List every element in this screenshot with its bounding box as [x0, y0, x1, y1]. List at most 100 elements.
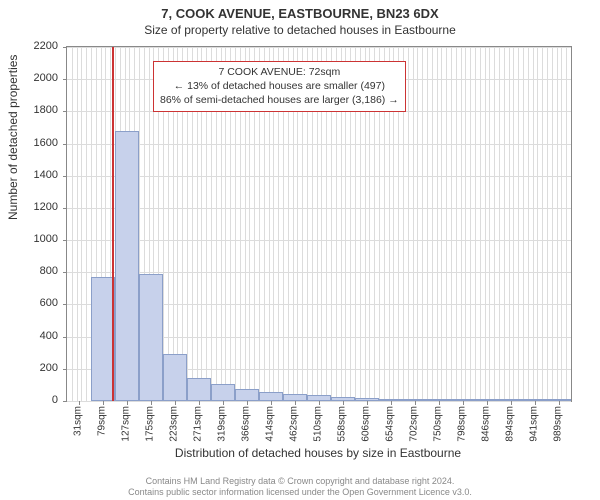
x-grid-line — [461, 47, 462, 401]
y-tick-label: 400 — [0, 330, 58, 342]
x-tick-label: 894sqm — [505, 406, 516, 442]
y-tick-mark — [63, 272, 67, 273]
y-tick-mark — [63, 337, 67, 338]
attribution-footer: Contains HM Land Registry data © Crown c… — [0, 476, 600, 498]
x-grid-line — [475, 47, 476, 401]
x-grid-line — [432, 47, 433, 401]
x-grid-line — [557, 47, 558, 401]
x-tick-label: 989sqm — [553, 406, 564, 442]
x-tick-label: 223sqm — [169, 406, 180, 442]
x-tick-label: 319sqm — [217, 406, 228, 442]
x-grid-line — [81, 47, 82, 401]
x-grid-line — [465, 47, 466, 401]
x-grid-line — [441, 47, 442, 401]
histogram-bar — [115, 131, 139, 401]
x-tick-label: 702sqm — [409, 406, 420, 442]
chart-subtitle: Size of property relative to detached ho… — [0, 21, 600, 37]
y-tick-label: 600 — [0, 297, 58, 309]
y-axis-labels: 0200400600800100012001400160018002000220… — [0, 46, 62, 400]
x-axis-labels: 31sqm 79sqm 127sqm 175sqm 223sqm 271sqm 319sqm… — [66, 402, 570, 452]
x-grid-line — [485, 47, 486, 401]
y-tick-label: 200 — [0, 362, 58, 374]
x-grid-line — [427, 47, 428, 401]
annotation-line-1: 7 COOK AVENUE: 72sqm — [160, 65, 399, 79]
x-grid-line — [451, 47, 452, 401]
x-grid-line — [547, 47, 548, 401]
annotation-box: 7 COOK AVENUE: 72sqm← 13% of detached ho… — [153, 61, 406, 112]
y-tick-label: 1000 — [0, 233, 58, 245]
y-tick-mark — [63, 240, 67, 241]
x-tick-label: 414sqm — [265, 406, 276, 442]
x-grid-line — [413, 47, 414, 401]
x-tick-label: 558sqm — [337, 406, 348, 442]
histogram-bar — [139, 274, 163, 401]
y-tick-label: 1600 — [0, 137, 58, 149]
x-grid-line — [509, 47, 510, 401]
chart-container: { "title": "7, COOK AVENUE, EASTBOURNE, … — [0, 0, 600, 500]
x-grid-line — [528, 47, 529, 401]
x-grid-line — [470, 47, 471, 401]
x-tick-label: 750sqm — [433, 406, 444, 442]
y-tick-mark — [63, 79, 67, 80]
x-grid-line — [456, 47, 457, 401]
footer-line-2: Contains public sector information licen… — [0, 487, 600, 498]
reference-line — [112, 47, 114, 401]
x-tick-label: 175sqm — [145, 406, 156, 442]
x-tick-label: 366sqm — [241, 406, 252, 442]
y-tick-label: 2000 — [0, 72, 58, 84]
x-grid-line — [86, 47, 87, 401]
x-tick-label: 510sqm — [313, 406, 324, 442]
x-grid-line — [533, 47, 534, 401]
footer-line-1: Contains HM Land Registry data © Crown c… — [0, 476, 600, 487]
x-grid-line — [408, 47, 409, 401]
chart-title: 7, COOK AVENUE, EASTBOURNE, BN23 6DX — [0, 0, 600, 21]
x-tick-label: 606sqm — [361, 406, 372, 442]
y-tick-mark — [63, 369, 67, 370]
x-grid-line — [561, 47, 562, 401]
x-grid-line — [422, 47, 423, 401]
y-grid-line — [67, 144, 571, 145]
x-grid-line — [446, 47, 447, 401]
y-tick-mark — [63, 144, 67, 145]
y-tick-label: 1400 — [0, 169, 58, 181]
x-grid-line — [77, 47, 78, 401]
y-grid-line — [67, 240, 571, 241]
x-grid-line — [518, 47, 519, 401]
histogram-bar — [283, 394, 307, 401]
x-tick-label: 846sqm — [481, 406, 492, 442]
histogram-bar — [211, 384, 235, 401]
x-grid-line — [437, 47, 438, 401]
x-grid-line — [513, 47, 514, 401]
x-tick-label: 798sqm — [457, 406, 468, 442]
plot-area: 7 COOK AVENUE: 72sqm← 13% of detached ho… — [66, 46, 572, 402]
x-grid-line — [552, 47, 553, 401]
x-grid-line — [480, 47, 481, 401]
y-tick-mark — [63, 111, 67, 112]
x-tick-label: 127sqm — [121, 406, 132, 442]
y-tick-mark — [63, 208, 67, 209]
x-tick-label: 271sqm — [193, 406, 204, 442]
x-grid-line — [494, 47, 495, 401]
x-tick-label: 79sqm — [97, 406, 108, 436]
y-tick-label: 0 — [0, 394, 58, 406]
x-grid-line — [537, 47, 538, 401]
y-tick-label: 800 — [0, 265, 58, 277]
y-tick-mark — [63, 47, 67, 48]
y-grid-line — [67, 208, 571, 209]
x-grid-line — [542, 47, 543, 401]
x-grid-line — [72, 47, 73, 401]
x-tick-label: 462sqm — [289, 406, 300, 442]
x-grid-line — [504, 47, 505, 401]
x-axis-title: Distribution of detached houses by size … — [66, 446, 570, 460]
histogram-bar — [259, 392, 283, 401]
x-grid-line — [566, 47, 567, 401]
x-tick-label: 654sqm — [385, 406, 396, 442]
x-grid-line — [499, 47, 500, 401]
x-grid-line — [489, 47, 490, 401]
y-tick-mark — [63, 304, 67, 305]
y-tick-label: 1200 — [0, 201, 58, 213]
x-grid-line — [523, 47, 524, 401]
y-grid-line — [67, 47, 571, 48]
x-tick-label: 31sqm — [73, 406, 84, 436]
x-tick-label: 941sqm — [529, 406, 540, 442]
